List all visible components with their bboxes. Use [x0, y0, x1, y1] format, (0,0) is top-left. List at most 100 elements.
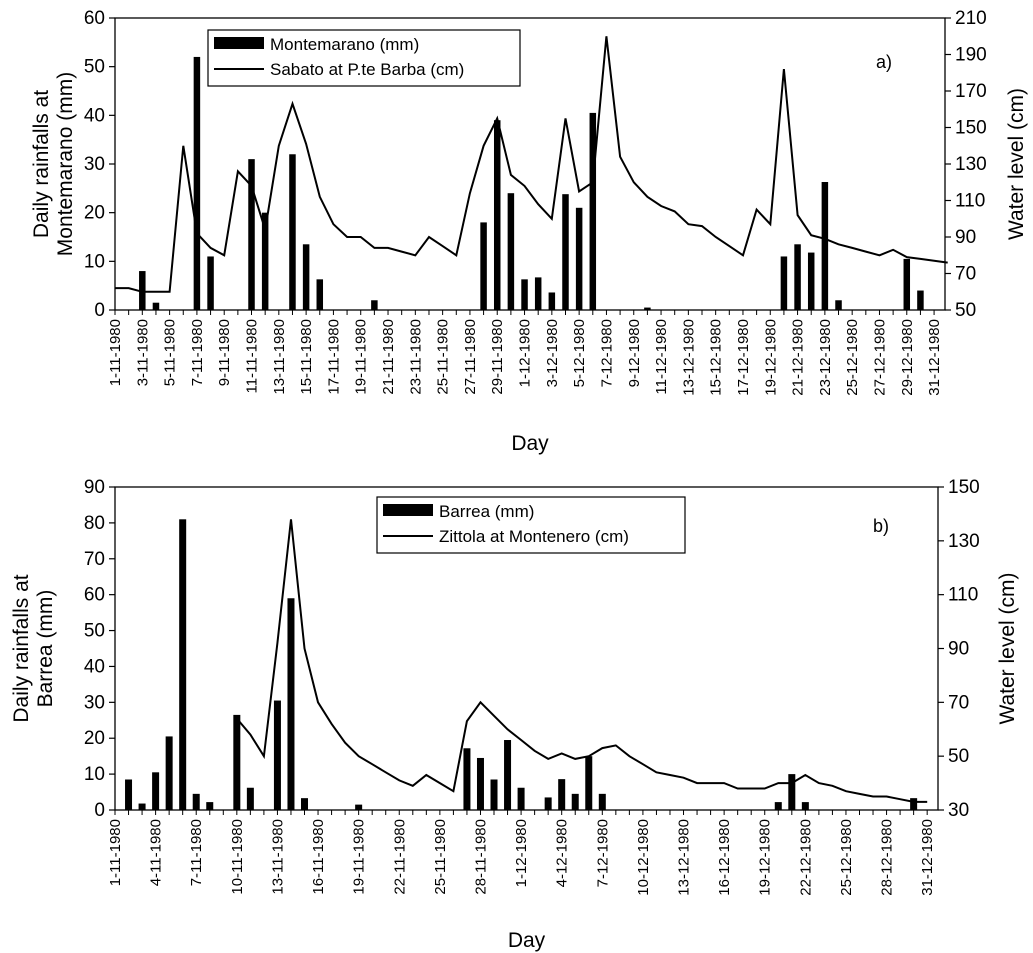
x-tick-label: 19-12-1980: [762, 319, 779, 396]
y2-tick-label: 150: [948, 477, 980, 498]
rain-bar: [534, 277, 542, 310]
x-tick-label: 4-11-1980: [148, 819, 165, 886]
rain-bar: [644, 307, 651, 310]
y-tick-label: 50: [84, 57, 105, 78]
x-tick-label: 25-11-1980: [435, 319, 452, 395]
y-tick-label: 30: [84, 692, 105, 713]
rain-bar: [206, 802, 214, 810]
panel-label: a): [876, 52, 892, 72]
rain-bar: [316, 279, 324, 310]
x-tick-label: 5-11-1980: [162, 319, 179, 386]
x-tick-label: 3-12-1980: [544, 319, 561, 387]
x-tick-label: 1-11-1980: [107, 819, 124, 886]
rain-bar: [917, 290, 924, 310]
rain-bar: [289, 154, 296, 310]
y2-tick-label: 90: [955, 227, 976, 248]
rain-bar: [248, 159, 255, 310]
y2-tick-label: 30: [948, 800, 969, 821]
x-tick-label: 17-11-1980: [325, 319, 342, 395]
rain-bar: [910, 798, 918, 810]
x-tick-label: 23-12-1980: [817, 319, 834, 396]
x-tick-label: 15-12-1980: [708, 319, 725, 396]
x-axis-label: Day: [511, 432, 549, 455]
y-tick-label: 90: [84, 477, 105, 498]
y2-tick-label: 190: [955, 45, 987, 66]
legend-bar-swatch: [383, 504, 433, 516]
x-tick-label: 9-11-1980: [216, 319, 233, 386]
legend-bar-swatch: [214, 37, 264, 49]
x-tick-label: 9-12-1980: [626, 319, 643, 387]
rain-bar: [774, 802, 782, 810]
rain-bar: [493, 120, 501, 310]
rain-bar: [571, 793, 579, 810]
y2-tick-label: 150: [955, 118, 987, 139]
rain-bar: [355, 804, 363, 810]
y2-tick-label: 170: [955, 81, 987, 102]
y2-tick-label: 70: [948, 692, 969, 713]
rain-bar: [821, 182, 829, 310]
rain-bar: [544, 797, 552, 810]
rain-bar: [138, 803, 146, 810]
x-tick-label: 7-12-1980: [594, 819, 611, 887]
x-tick-label: 5-12-1980: [571, 319, 588, 387]
y2-tick-label: 110: [948, 585, 978, 606]
rain-bar: [246, 787, 254, 810]
x-tick-label: 17-12-1980: [735, 319, 752, 396]
x-tick-label: 1-12-1980: [513, 819, 530, 887]
y-axis-label: Daily rainfalls at: [30, 90, 53, 238]
y-tick-label: 70: [84, 549, 105, 570]
x-tick-label: 25-12-1980: [838, 819, 855, 896]
rain-bar: [273, 700, 281, 810]
rain-bar: [504, 740, 512, 810]
y2-axis-label: Water level (cm): [1005, 88, 1028, 240]
x-tick-label: 29-12-1980: [899, 319, 916, 396]
y-tick-label: 20: [84, 203, 105, 224]
x-tick-label: 29-11-1980: [489, 319, 506, 395]
x-tick-label: 19-11-1980: [353, 319, 370, 395]
x-tick-label: 22-11-1980: [391, 819, 408, 895]
rain-bar: [125, 779, 133, 810]
rain-bar: [193, 56, 201, 310]
y2-tick-label: 70: [955, 264, 976, 285]
rain-bar: [287, 598, 295, 810]
legend-label-level: Zittola at Montenero (cm): [439, 527, 629, 546]
legend-label-rain: Montemarano (mm): [270, 35, 419, 54]
rain-bar: [152, 772, 160, 810]
rain-bar: [490, 779, 498, 810]
x-tick-label: 1-11-1980: [107, 319, 124, 386]
x-tick-label: 16-11-1980: [310, 819, 327, 895]
x-tick-label: 16-12-1980: [716, 819, 733, 896]
rain-bar: [261, 212, 269, 310]
x-tick-label: 1-12-1980: [517, 319, 534, 387]
y-axis-label: Montemarano (mm): [54, 72, 77, 256]
rain-bar: [521, 279, 528, 310]
water-level-line: [236, 519, 928, 803]
y2-tick-label: 110: [955, 191, 985, 212]
x-tick-label: 21-11-1980: [380, 319, 397, 395]
rain-bar: [480, 222, 487, 310]
x-tick-label: 3-11-1980: [134, 319, 151, 386]
rain-bar: [233, 714, 241, 810]
y-tick-label: 10: [84, 764, 105, 785]
legend-box: [207, 29, 521, 87]
rain-bar: [476, 757, 484, 810]
rain-bar: [517, 787, 525, 810]
rain-bar: [558, 779, 566, 810]
y-tick-label: 40: [84, 105, 105, 126]
y2-tick-label: 90: [948, 639, 969, 660]
y-tick-label: 60: [84, 8, 105, 29]
x-tick-label: 28-12-1980: [879, 819, 896, 896]
y2-tick-label: 210: [955, 8, 987, 29]
rain-bar: [780, 256, 788, 310]
x-tick-label: 13-12-1980: [680, 319, 697, 396]
x-tick-label: 11-12-1980: [653, 319, 670, 395]
x-tick-label: 25-11-1980: [432, 819, 449, 895]
y2-axis-label: Water level (cm): [996, 572, 1019, 724]
x-tick-label: 22-12-1980: [797, 819, 814, 896]
x-tick-label: 7-11-1980: [188, 819, 205, 886]
y-tick-label: 0: [94, 800, 105, 821]
rain-bar: [165, 736, 173, 810]
y-tick-label: 40: [84, 656, 105, 677]
y-tick-label: 0: [94, 300, 105, 321]
